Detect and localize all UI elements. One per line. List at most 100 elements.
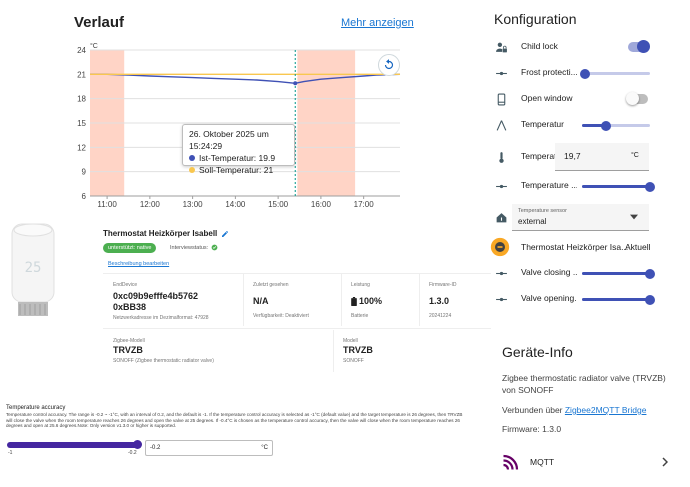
- soll-dot-icon: [189, 167, 195, 173]
- konfiguration-title: Konfiguration: [494, 11, 577, 27]
- accuracy-slider-thumb[interactable]: [133, 440, 142, 449]
- verlauf-title: Verlauf: [74, 14, 125, 31]
- x-tick-label: 14:00: [225, 200, 246, 209]
- sensor-value: external: [518, 217, 547, 226]
- geraete-info-title: Geräte-Info: [502, 344, 573, 360]
- device-info-grid: EndDevice 0xc09b9efffe4b5762 0xBB38 Netz…: [103, 273, 491, 373]
- frost-slider[interactable]: [580, 68, 650, 79]
- switch-knob: [637, 40, 650, 53]
- power-row: 100%: [351, 296, 413, 307]
- slider-fill: [582, 298, 650, 301]
- switch-knob: [626, 92, 639, 105]
- last-seen-cell: Zuletzt gesehen N/A Verfügbarkeit: Deakt…: [247, 278, 341, 323]
- refresh-button[interactable]: [378, 54, 400, 76]
- slider-thumb[interactable]: [600, 120, 611, 131]
- x-tick-label: 16:00: [311, 200, 332, 209]
- model-cell: Modell TRVZB SONOFF: [337, 334, 487, 368]
- slider-icon: [494, 292, 508, 306]
- slider-fill: [582, 272, 650, 275]
- device-icon: [490, 237, 510, 257]
- config-temp-accuracy: Temperature ...: [490, 175, 690, 197]
- y-tick-label: 9: [82, 168, 87, 177]
- slider-thumb[interactable]: [645, 294, 655, 305]
- config-child-lock: Child lock: [490, 36, 690, 58]
- temperature-field[interactable]: 19,7 °C: [555, 143, 649, 171]
- config-sensor: [490, 206, 690, 228]
- chart-svg: 24 21 18 15 12 9 6 °C 11:00 12:00 13:00 14:00 15:00 1…: [77, 42, 401, 209]
- window-icon: [494, 92, 508, 106]
- availability: Verfügbarkeit: Deaktiviert: [253, 313, 309, 319]
- x-tick-label: 11:00: [97, 200, 117, 209]
- connected-via: Verbunden über Zigbee2MQTT Bridge: [502, 404, 646, 416]
- support-badge: unterstützt: native: [103, 243, 157, 253]
- tooltip-row-soll: Soll-Temperatur: 21: [189, 164, 288, 176]
- config-temperature: Temperatur: [490, 146, 690, 168]
- valve-opening-slider[interactable]: [582, 294, 655, 305]
- accuracy-input[interactable]: -0.2 °C: [145, 440, 273, 456]
- slider-thumb[interactable]: [580, 68, 591, 79]
- config-valve-closing: Valve closing ...: [490, 262, 690, 284]
- mqtt-icon: [502, 453, 520, 471]
- temperature-value: 19,7: [564, 151, 581, 161]
- grid-divider: [419, 274, 420, 326]
- model-description: Zigbee thermostatic radiator valve (TRVZ…: [502, 373, 666, 395]
- model-value: TRVZB: [343, 345, 373, 355]
- slider-fill: [582, 124, 606, 127]
- zigbee-model-cell: Zigbee-Modell TRVZB SONOFF (Zigbee therm…: [107, 334, 333, 368]
- slider-thumb[interactable]: [645, 268, 655, 279]
- temperature-sensor-select[interactable]: Temperature sensor external: [512, 204, 649, 231]
- model-label: Modell: [343, 338, 358, 344]
- accuracy-slider[interactable]: [7, 442, 138, 448]
- zigbee-model-desc: SONOFF (Zigbee thermostatic radiator val…: [113, 358, 214, 364]
- config-temp-calibration: Temperatur: [490, 114, 690, 136]
- device-status-value: Aktuell: [625, 242, 651, 252]
- calibration-icon: [494, 118, 508, 132]
- slider-fill: [582, 185, 650, 188]
- temperature-chart[interactable]: 24 21 18 15 12 9 6 °C 11:00 12:00 13:00 14:00 15:00 1…: [70, 38, 410, 210]
- mqtt-row[interactable]: MQTT: [498, 451, 678, 473]
- y-axis-label: °C: [90, 42, 98, 50]
- child-lock-switch[interactable]: [628, 40, 650, 53]
- refresh-icon: [384, 59, 394, 70]
- firmware-cell: Firmware-ID 1.3.0 20241224: [423, 278, 491, 323]
- grid-divider: [243, 274, 244, 326]
- x-tick-label: 12:00: [140, 200, 161, 209]
- thermometer-icon: [494, 150, 508, 164]
- slider-icon: [494, 179, 508, 193]
- tooltip-ist: Ist-Temperatur: 19.9: [199, 153, 276, 163]
- child-lock-label: Child lock: [521, 41, 558, 51]
- device-name: Thermostat Heizkörper Isabell: [103, 229, 229, 238]
- end-device-label: EndDevice: [113, 282, 138, 288]
- edit-icon[interactable]: [221, 230, 229, 238]
- x-tick-label: 13:00: [183, 200, 204, 209]
- valve-closing-slider[interactable]: [582, 268, 655, 279]
- temp-accuracy-label: Temperature ...: [521, 180, 577, 190]
- grid-divider: [341, 274, 342, 326]
- thermostat-image: 25: [8, 222, 58, 320]
- chart-tooltip: 26. Oktober 2025 um 15:24:29 Ist-Tempera…: [182, 124, 295, 175]
- sensor-label: Temperature sensor: [518, 208, 567, 214]
- x-tick-label: 17:00: [354, 200, 375, 209]
- temp-accuracy-slider[interactable]: [582, 181, 655, 192]
- y-tick-label: 12: [77, 143, 86, 152]
- temp-calibration-slider[interactable]: [582, 120, 650, 131]
- config-valve-opening: Valve opening...: [490, 288, 690, 310]
- device-name-text: Thermostat Heizkörper Isabell: [103, 229, 218, 238]
- y-tick-label: 18: [77, 95, 86, 104]
- edit-description-link[interactable]: Beschreibung bearbeiten: [108, 261, 170, 267]
- slider-thumb[interactable]: [645, 181, 655, 192]
- firmware-info: Firmware: 1.3.0: [502, 424, 562, 434]
- firmware-value: 1.3.0: [429, 296, 450, 306]
- connected-prefix: Verbunden über: [502, 405, 565, 415]
- ieee-address: 0xc09b9efffe4b5762: [113, 291, 199, 301]
- end-device-cell: EndDevice 0xc09b9efffe4b5762 0xBB38 Netz…: [107, 278, 243, 325]
- open-window-switch[interactable]: [626, 92, 648, 105]
- y-tick-label: 21: [77, 70, 86, 79]
- grid-divider-h: [103, 328, 491, 329]
- firmware-label: Firmware-ID: [429, 282, 457, 288]
- power-value: 100%: [359, 296, 383, 306]
- show-more-link[interactable]: Mehr anzeigen: [341, 17, 414, 29]
- ist-dot-icon: [189, 155, 195, 161]
- interview-label: Interviewstatus:: [170, 244, 209, 251]
- bridge-link[interactable]: Zigbee2MQTT Bridge: [564, 405, 647, 415]
